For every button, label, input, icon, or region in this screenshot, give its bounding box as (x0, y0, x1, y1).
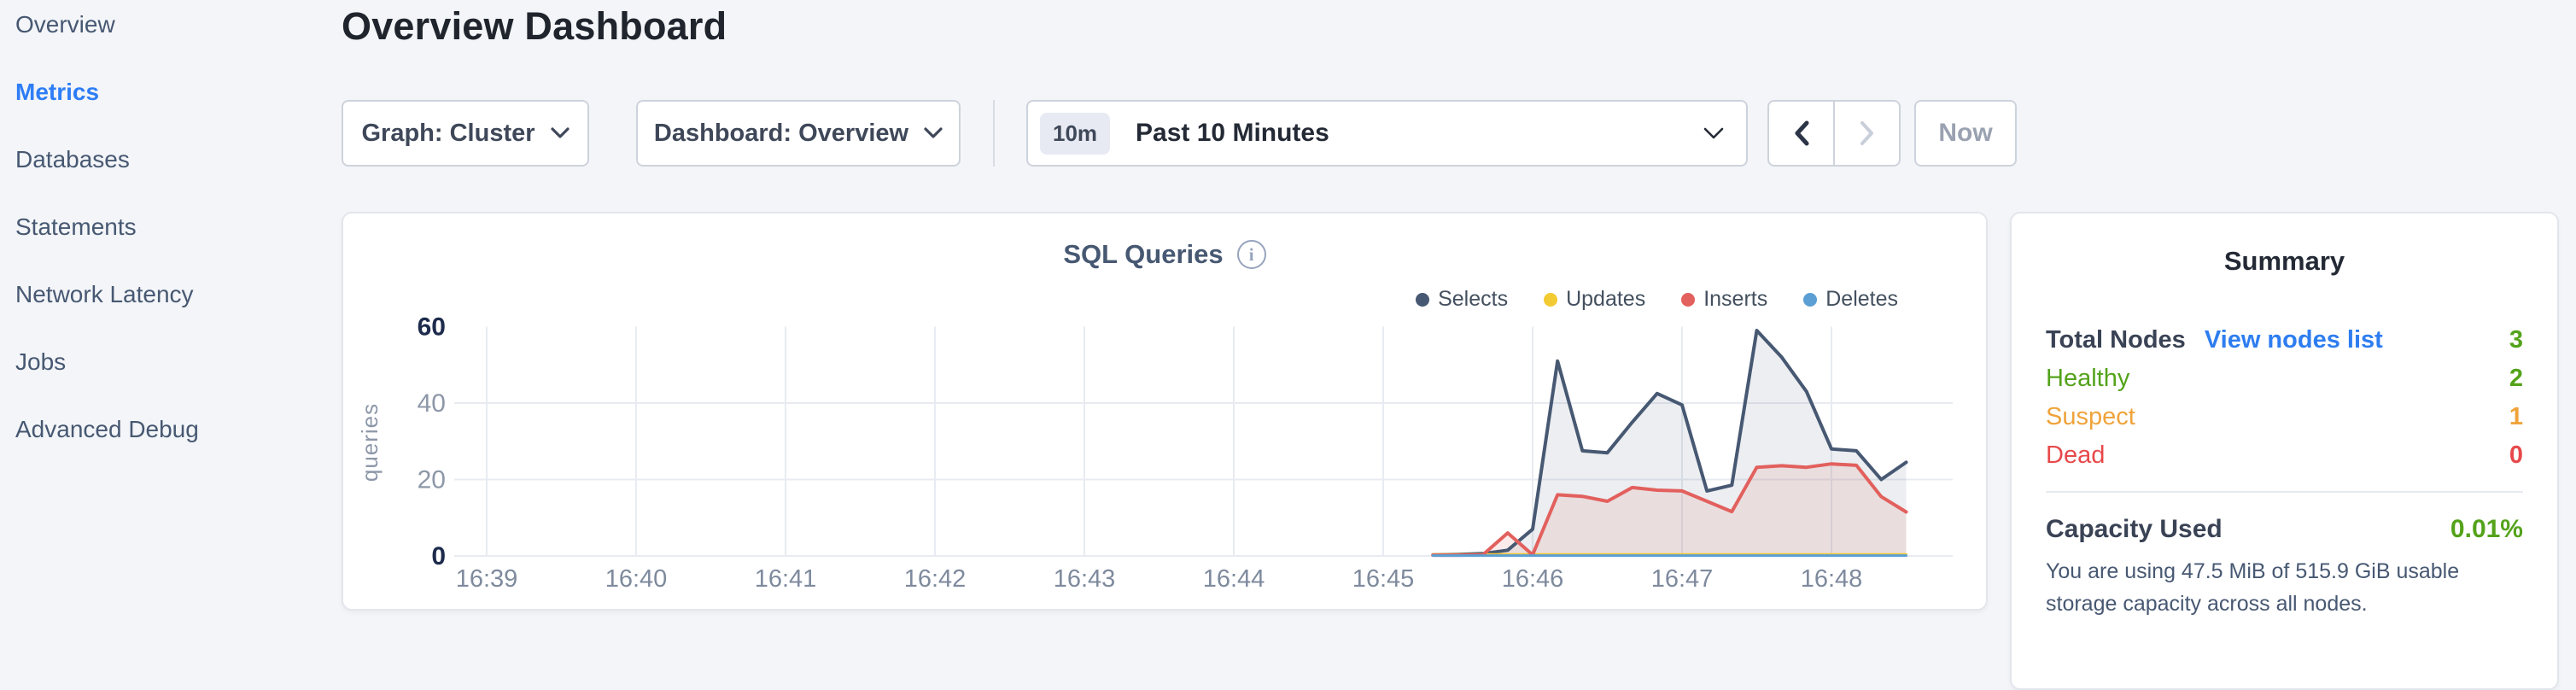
svg-text:16:47: 16:47 (1651, 565, 1714, 593)
svg-text:16:44: 16:44 (1203, 565, 1265, 593)
sidebar: Overview Metrics Databases Statements Networ… (15, 0, 323, 472)
graph-dropdown-label: Graph: Cluster (361, 119, 535, 147)
node-row-healthy: Healthy 2 (2046, 361, 2523, 395)
sidebar-item-advanced-debug[interactable]: Advanced Debug (15, 416, 199, 442)
node-row-label: Healthy (2046, 364, 2130, 392)
chevron-right-icon (1860, 121, 1873, 145)
legend-dot (1681, 292, 1696, 307)
dashboard-dropdown-label: Dashboard: Overview (653, 119, 909, 147)
capacity-row: Capacity Used 0.01% (2046, 515, 2523, 544)
sidebar-item-jobs[interactable]: Jobs (15, 348, 67, 375)
svg-text:16:42: 16:42 (904, 565, 967, 593)
legend-label: Deletes (1825, 287, 1898, 311)
sidebar-item-databases[interactable]: Databases (15, 146, 130, 172)
db-console-metrics-page: { "colors": { "accent_blue": "#2d7df6", … (15, 0, 2559, 690)
svg-text:40: 40 (418, 389, 446, 418)
legend-item-updates[interactable]: Updates (1544, 287, 1645, 312)
sidebar-list: Overview Metrics Databases Statements Networ… (15, 0, 323, 454)
legend-label: Selects (1438, 287, 1509, 311)
total-nodes-row: Total Nodes View nodes list 3 (2046, 323, 2523, 357)
capacity-value: 0.01% (2450, 515, 2523, 543)
legend-item-selects[interactable]: Selects (1416, 287, 1508, 312)
graph-dropdown[interactable]: Graph: Cluster (342, 100, 589, 167)
sidebar-item-overview[interactable]: Overview (15, 11, 115, 38)
chevron-down-icon (924, 127, 943, 138)
sidebar-item-metrics[interactable]: Metrics (15, 79, 100, 105)
svg-text:0: 0 (431, 542, 446, 570)
time-range-label: Past 10 Minutes (1136, 119, 1329, 147)
time-range-dropdown[interactable]: 10m Past 10 Minutes (1026, 100, 1748, 167)
time-range-badge: 10m (1040, 112, 1111, 155)
svg-text:queries: queries (357, 403, 383, 482)
svg-text:16:45: 16:45 (1352, 565, 1415, 593)
svg-text:20: 20 (418, 466, 446, 494)
legend-dot (1803, 292, 1818, 307)
legend-item-inserts[interactable]: Inserts (1681, 287, 1767, 312)
time-pager (1767, 100, 1901, 167)
svg-text:16:40: 16:40 (605, 565, 668, 593)
page-title: Overview Dashboard (342, 4, 727, 48)
sql-queries-plot: 16:39 16:40 16:41 16:42 16:43 16:44 16:45 16:46… (357, 313, 1953, 593)
legend-label: Updates (1566, 287, 1646, 311)
node-row-label: Suspect (2046, 402, 2135, 430)
sql-queries-card: SQL Queries i Selects Updates Inserts Delet… (342, 212, 1988, 611)
info-icon[interactable]: i (1236, 240, 1266, 269)
node-row-value: 2 (2509, 364, 2523, 392)
svg-text:16:46: 16:46 (1502, 565, 1564, 593)
time-prev-button[interactable] (1769, 102, 1835, 165)
toolbar: Graph: Cluster Dashboard: Overview 10m P… (342, 100, 2017, 167)
svg-text:16:41: 16:41 (755, 565, 817, 593)
sidebar-item-statements[interactable]: Statements (15, 213, 137, 240)
toolbar-divider (993, 100, 995, 167)
svg-text:60: 60 (418, 313, 446, 342)
node-status-rows: Healthy 2 Suspect 1 Dead 0 (2046, 361, 2523, 472)
summary-divider (2046, 491, 2523, 493)
svg-text:16:43: 16:43 (1054, 565, 1116, 593)
node-row-value: 1 (2509, 402, 2523, 430)
dashboard-dropdown[interactable]: Dashboard: Overview (636, 100, 961, 167)
total-nodes-value: 3 (2509, 325, 2523, 354)
legend-dot (1544, 292, 1558, 307)
summary-title: Summary (2223, 246, 2345, 276)
chart-title-row: SQL Queries i (343, 239, 1986, 270)
node-row-dead: Dead 0 (2046, 438, 2523, 472)
node-row-suspect: Suspect 1 (2046, 400, 2523, 434)
svg-text:16:39: 16:39 (456, 565, 518, 593)
legend-label: Inserts (1703, 287, 1768, 311)
summary-card: Summary Total Nodes View nodes list 3 He… (2010, 212, 2559, 690)
chevron-down-icon (1703, 127, 1724, 138)
legend-dot (1416, 292, 1430, 307)
total-nodes-label: Total Nodes (2046, 325, 2186, 354)
chart-title: SQL Queries (1063, 239, 1224, 269)
node-row-value: 0 (2509, 441, 2523, 469)
capacity-description: You are using 47.5 MiB of 515.9 GiB usab… (2046, 559, 2460, 616)
now-button[interactable]: Now (1914, 100, 2017, 167)
svg-text:16:48: 16:48 (1801, 565, 1863, 593)
chevron-left-icon (1795, 120, 1808, 146)
legend-item-deletes[interactable]: Deletes (1803, 287, 1898, 312)
view-nodes-link[interactable]: View nodes list (2204, 325, 2383, 354)
capacity-label: Capacity Used (2046, 515, 2223, 543)
time-next-button[interactable] (1835, 102, 1899, 165)
chart-legend: Selects Updates Inserts Deletes (1416, 287, 1898, 312)
node-row-label: Dead (2046, 441, 2106, 469)
chevron-down-icon (550, 127, 570, 138)
sidebar-item-network-latency[interactable]: Network Latency (15, 281, 194, 307)
